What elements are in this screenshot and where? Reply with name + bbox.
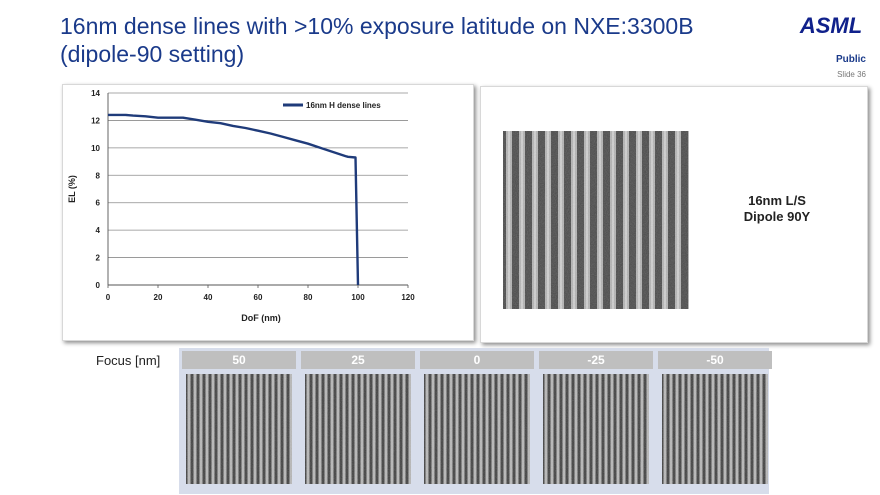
sem-image-focus [424,374,530,484]
x-tick-label: 80 [304,293,313,302]
asml-logo: ASML [799,13,862,38]
y-tick-label: 6 [96,199,101,208]
y-tick-label: 4 [96,226,101,235]
sem-image-focus [186,374,292,484]
legend-label: 16nm H dense lines [306,101,381,110]
x-tick-label: 100 [351,293,365,302]
y-tick-label: 8 [96,171,101,180]
svg-text:ASML: ASML [799,13,862,38]
x-tick-label: 60 [254,293,263,302]
focus-label: Focus [nm] [96,353,161,368]
sem-image-main [503,131,689,309]
sem-label-line2: Dipole 90Y [743,209,811,224]
focus-value: -50 [658,351,772,369]
focus-value: 50 [182,351,296,369]
sem-image-focus [543,374,649,484]
x-axis-label: DoF (nm) [241,313,281,323]
chart-grid [108,92,408,258]
sem-panel: 16nm L/S Dipole 90Y [480,86,868,343]
x-tick-label: 0 [106,293,111,302]
el-dof-chart: 0 2 4 6 8 10 12 14 0 20 40 60 80 100 120 16nm H dense… [67,89,415,323]
y-tick-label: 10 [91,144,100,153]
x-tick-label: 120 [401,293,415,302]
y-tick-labels: 0 2 4 6 8 10 12 14 [91,89,100,290]
chart-panel: 0 2 4 6 8 10 12 14 0 20 40 60 80 100 120 16nm H dense… [62,84,474,341]
focus-value: -25 [539,351,653,369]
sem-label-line1: 16nm L/S [748,193,806,208]
x-tick-label: 20 [154,293,163,302]
slide-title-line1: 16nm dense lines with >10% exposure lati… [60,13,694,39]
sem-image-focus [662,374,768,484]
y-tick-label: 0 [96,281,101,290]
slide-title: 16nm dense lines with >10% exposure lati… [60,12,780,68]
slide-header [0,0,880,78]
x-tick-labels: 0 20 40 60 80 100 120 [106,293,415,302]
focus-value: 0 [420,351,534,369]
focus-strip: 50 25 0 -25 -50 [179,348,772,494]
classification-label: Public [835,54,866,65]
focus-value: 25 [301,351,415,369]
y-tick-label: 12 [91,116,100,125]
chart-series [108,113,360,286]
slide-title-line2: (dipole-90 setting) [60,41,245,67]
y-tick-label: 14 [91,89,100,98]
sem-label: 16nm L/S Dipole 90Y [717,193,837,225]
chart-axes [107,93,409,288]
y-tick-label: 2 [96,254,101,263]
chart-legend: 16nm H dense lines [283,101,381,110]
sem-image-focus [305,374,411,484]
slide-number: Slide 36 [837,70,866,79]
x-tick-label: 40 [204,293,213,302]
y-axis-label: EL (%) [67,175,77,203]
series-line [108,113,360,286]
